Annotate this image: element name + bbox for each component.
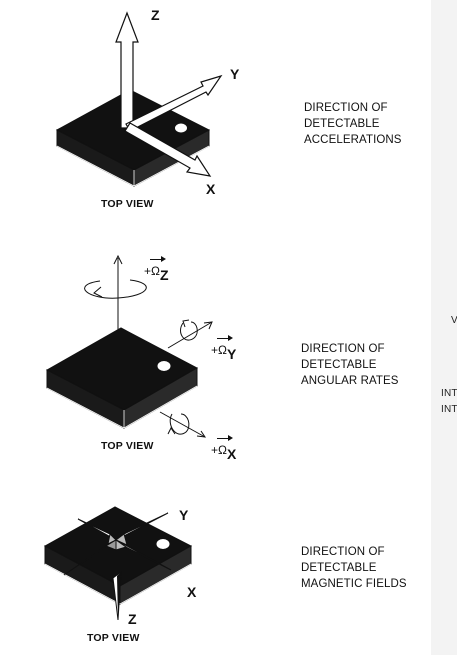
gyro-caption-line: DIRECTION OF <box>301 343 385 355</box>
rate-prefix: +Ω <box>144 264 160 278</box>
gyro-top-view-label: TOP VIEW <box>101 440 154 452</box>
accel-caption-line: ACCELERATIONS <box>304 134 402 146</box>
accel-caption-line: DIRECTION OF <box>304 102 388 114</box>
mag-caption-line: DIRECTION OF <box>301 546 385 558</box>
accel-z-arrow <box>115 11 139 129</box>
accel-x-arrow <box>124 122 212 177</box>
gyro-caption: DIRECTION OF DETECTABLE ANGULAR RATES <box>301 341 399 389</box>
pin1-dot <box>175 123 187 133</box>
gyro-y-rotation <box>167 319 213 349</box>
edge-fragment-2: INT <box>441 388 457 399</box>
mag-caption-line: DETECTABLE <box>301 562 377 574</box>
rate-prefix: +Ω <box>211 443 227 457</box>
accel-y-label: Y <box>230 66 240 82</box>
vector-arrow-icon <box>217 435 233 441</box>
accel-y-arrow <box>125 74 223 132</box>
gyro-z-rotation <box>84 254 147 330</box>
mag-top-view-label: TOP VIEW <box>87 632 140 644</box>
pin1-dot <box>156 539 170 549</box>
mag-x-label: X <box>187 584 197 600</box>
gyro-y-rate-label: +ΩY <box>211 335 236 362</box>
vector-arrow-icon <box>217 335 233 341</box>
rate-prefix: +Ω <box>211 343 227 357</box>
pin1-dot <box>157 361 171 371</box>
edge-fragment-1: V <box>451 315 457 326</box>
mag-field-star <box>63 512 172 576</box>
accel-top-view-label: TOP VIEW <box>101 198 154 210</box>
mag-y-label: Y <box>179 507 189 523</box>
gyro-caption-line: DETECTABLE <box>301 359 377 371</box>
right-edge-strip <box>431 0 457 655</box>
rate-axis: X <box>226 446 237 462</box>
rate-axis: Y <box>226 346 237 362</box>
gyro-caption-line: ANGULAR RATES <box>301 375 399 387</box>
edge-fragment-3: INT <box>441 404 457 415</box>
gyro-x-rate-label: +ΩX <box>211 435 236 462</box>
mag-caption: DIRECTION OF DETECTABLE MAGNETIC FIELDS <box>301 544 407 592</box>
accel-caption-line: DETECTABLE <box>304 118 380 130</box>
gyro-package <box>45 327 199 429</box>
accel-z-label: Z <box>151 7 160 23</box>
mag-z-label: Z <box>128 611 137 627</box>
vector-arrow-icon <box>150 256 166 262</box>
rate-axis: Z <box>159 267 169 283</box>
gyro-z-rate-label: +ΩZ <box>144 256 169 283</box>
gyro-x-rotation <box>159 411 207 438</box>
accel-caption: DIRECTION OF DETECTABLE ACCELERATIONS <box>304 100 402 148</box>
mag-caption-line: MAGNETIC FIELDS <box>301 578 407 590</box>
accel-x-label: X <box>206 181 216 197</box>
mag-z-spike <box>112 570 122 621</box>
